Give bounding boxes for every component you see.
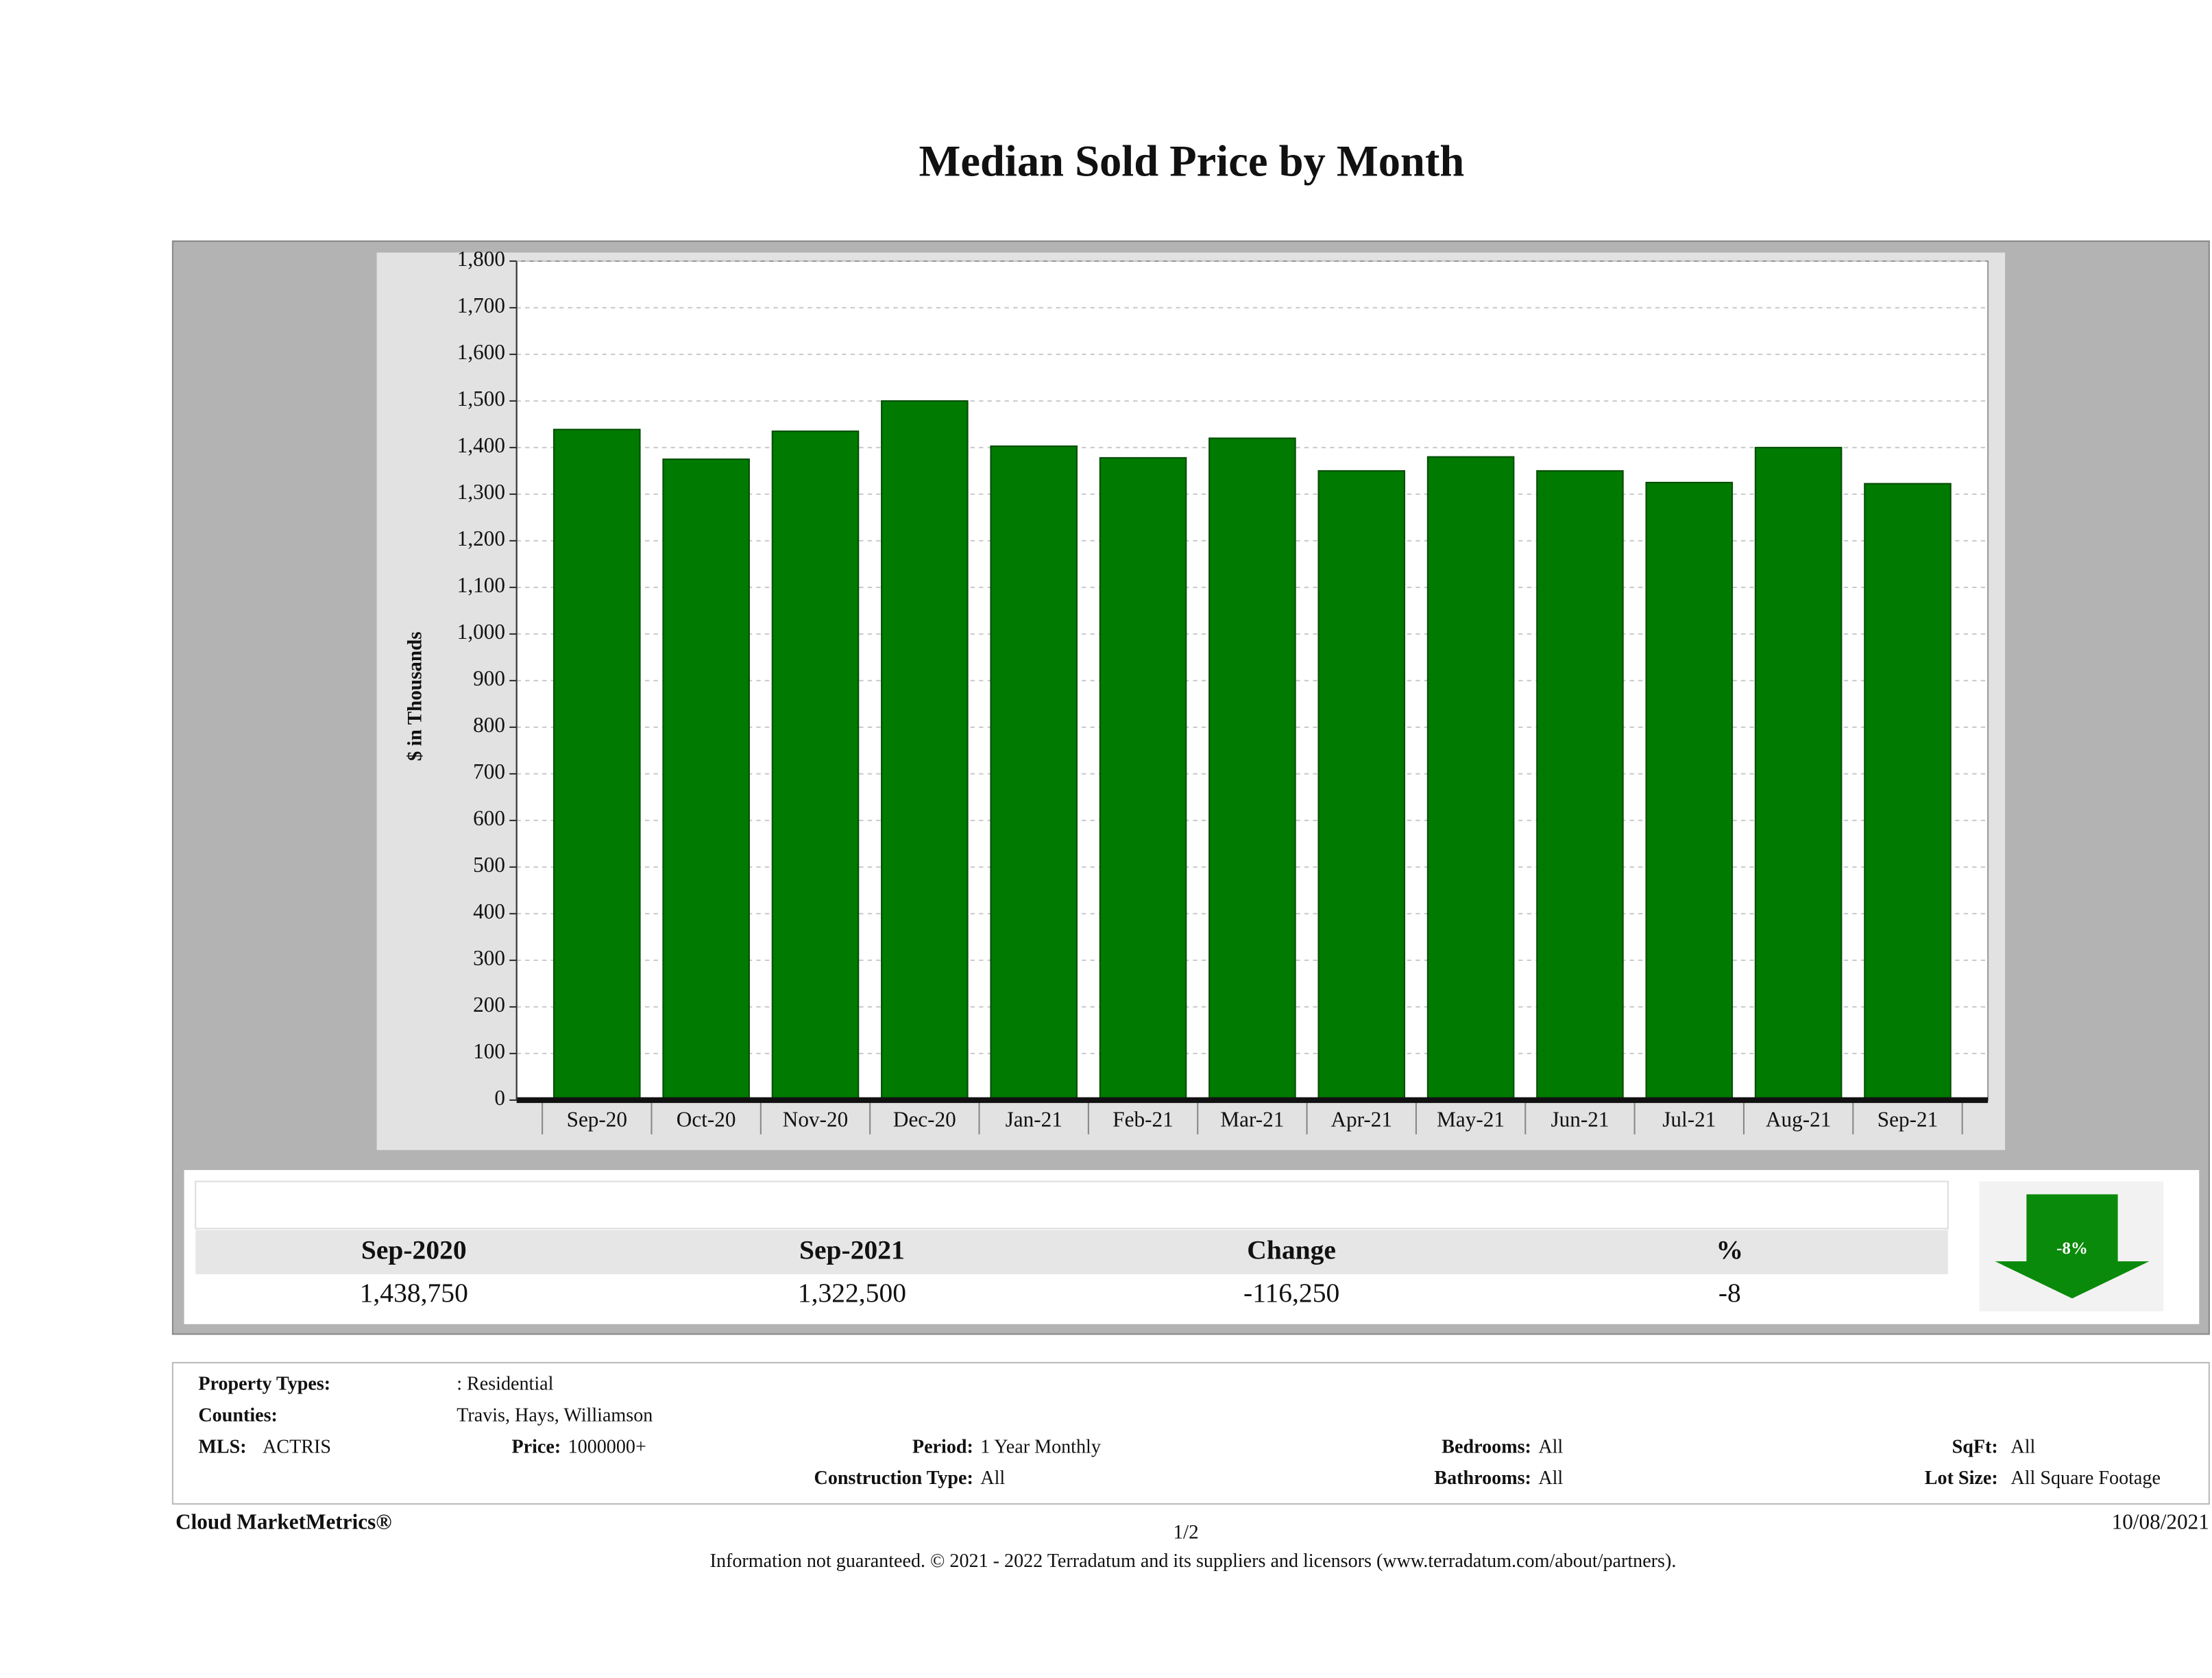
y-tick-label: 1,500 xyxy=(457,387,505,411)
y-tick-label: 1,200 xyxy=(457,526,505,550)
bar xyxy=(1754,446,1843,1101)
y-tick-label: 500 xyxy=(473,853,505,877)
summary-value: -8 xyxy=(1718,1278,1741,1308)
summary-value: 1,322,500 xyxy=(798,1278,906,1308)
bar xyxy=(990,445,1078,1101)
detail-value: All xyxy=(1538,1468,1563,1489)
detail-label: Property Types: xyxy=(198,1374,330,1395)
y-tick-label: 1,700 xyxy=(457,293,505,317)
y-tick-label: 1,600 xyxy=(457,340,505,364)
chart-title: Median Sold Price by Month xyxy=(919,136,1465,185)
y-tick-label: 200 xyxy=(473,993,505,1017)
x-tick-label: Jun-21 xyxy=(1551,1107,1609,1131)
y-tick-label: 1,000 xyxy=(457,620,505,644)
bar xyxy=(553,428,641,1101)
summary-value: 1,438,750 xyxy=(360,1278,468,1308)
disclaimer: Information not guaranteed. © 2021 - 202… xyxy=(710,1551,1677,1572)
y-axis-label: $ in Thousands xyxy=(404,631,426,761)
bar xyxy=(1426,456,1515,1101)
report-date: 10/08/2021 xyxy=(2112,1509,2209,1533)
bar xyxy=(1645,481,1734,1101)
details-panel xyxy=(171,1361,2210,1505)
detail-value: All xyxy=(2010,1436,2035,1457)
summary-header-row xyxy=(195,1230,1948,1274)
x-tick-label: Aug-21 xyxy=(1766,1107,1831,1131)
y-tick-label: 1,100 xyxy=(457,573,505,597)
x-tick-label: Feb-21 xyxy=(1113,1107,1173,1131)
summary-header: Change xyxy=(1247,1235,1336,1265)
y-tick-label: 1,400 xyxy=(457,433,505,457)
x-tick-label: Sep-21 xyxy=(1877,1107,1938,1131)
detail-value: 1000000+ xyxy=(568,1436,646,1457)
bar xyxy=(1317,470,1406,1101)
y-tick-label: 800 xyxy=(473,713,505,737)
detail-label: Construction Type: xyxy=(814,1468,973,1489)
x-tick-label: Sep-20 xyxy=(567,1107,627,1131)
detail-value: 1 Year Monthly xyxy=(980,1436,1101,1457)
detail-label: Bedrooms: xyxy=(1442,1436,1531,1457)
x-tick-label: May-21 xyxy=(1437,1107,1505,1131)
summary-header: Sep-2020 xyxy=(361,1235,467,1265)
detail-label: Period: xyxy=(912,1436,973,1457)
detail-label: Price: xyxy=(511,1436,561,1457)
x-tick-label: Jul-21 xyxy=(1662,1107,1716,1131)
bar xyxy=(881,400,969,1101)
bar xyxy=(1099,457,1187,1101)
detail-label: Lot Size: xyxy=(1925,1468,1998,1489)
bar xyxy=(662,458,750,1101)
detail-value: : Residential xyxy=(457,1374,553,1395)
bar xyxy=(1536,470,1624,1101)
bar xyxy=(1208,437,1296,1101)
badge-text: -8% xyxy=(2056,1239,2088,1258)
x-tick-label: Jan-21 xyxy=(1006,1107,1062,1131)
plot: 0 100 200 300 400 500 600 700 800 900 1,000 1,100 1,… xyxy=(457,247,1989,1134)
detail-label: Counties: xyxy=(198,1405,278,1426)
bar xyxy=(771,430,860,1101)
x-tick-label: Mar-21 xyxy=(1220,1107,1284,1131)
y-tick-label: 100 xyxy=(473,1039,505,1063)
y-tick-label: 400 xyxy=(473,899,505,923)
x-tick-label: Oct-20 xyxy=(677,1107,736,1131)
detail-value: All xyxy=(980,1468,1005,1489)
x-tick-label: Apr-21 xyxy=(1330,1107,1392,1131)
page-number: 1/2 xyxy=(1173,1521,1198,1543)
y-tick-label: 700 xyxy=(473,759,505,783)
summary-blank-row xyxy=(195,1180,1949,1230)
detail-label: SqFt: xyxy=(1952,1436,1998,1457)
detail-label: Bathrooms: xyxy=(1434,1468,1531,1489)
summary-value: -116,250 xyxy=(1243,1278,1339,1308)
detail-value: All xyxy=(1538,1436,1563,1457)
down-arrow xyxy=(1995,1194,2150,1299)
brand: Cloud MarketMetrics® xyxy=(175,1509,392,1533)
summary-header: Sep-2021 xyxy=(799,1235,905,1265)
detail-value: Travis, Hays, Williamson xyxy=(457,1405,653,1426)
detail-label: MLS: xyxy=(198,1436,246,1457)
y-tick-label: 300 xyxy=(473,946,505,970)
y-tick-label: 1,300 xyxy=(457,480,505,504)
summary-value-row xyxy=(195,1275,1948,1315)
detail-value: All Square Footage xyxy=(2010,1468,2160,1489)
y-tick-label: 1,800 xyxy=(457,247,505,271)
y-tick-label: 900 xyxy=(473,666,505,690)
bar xyxy=(1864,483,1952,1101)
y-tick-label: 0 xyxy=(494,1086,505,1110)
summary-header: % xyxy=(1716,1235,1744,1265)
detail-value: ACTRIS xyxy=(263,1436,331,1457)
x-tick-label: Dec-20 xyxy=(893,1107,956,1131)
x-tick-label: Nov-20 xyxy=(783,1107,848,1131)
y-tick-label: 600 xyxy=(473,806,505,830)
